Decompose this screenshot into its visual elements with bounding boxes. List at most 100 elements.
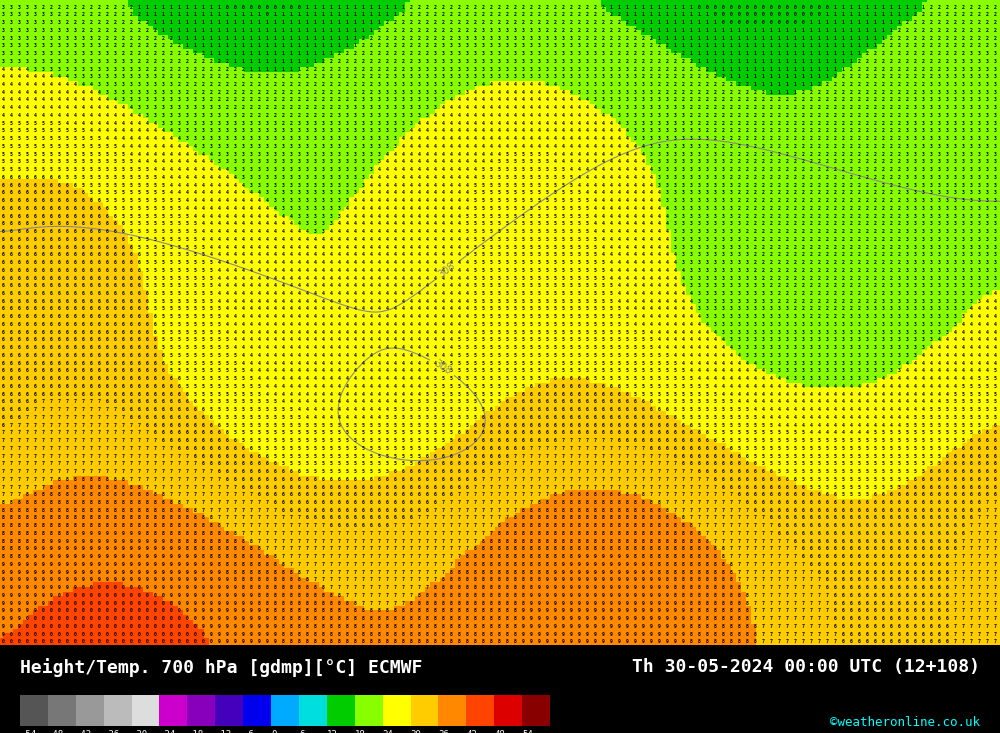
Text: 1: 1 (210, 12, 212, 18)
Text: 6: 6 (522, 407, 524, 412)
Text: 4: 4 (458, 106, 460, 110)
Text: 2: 2 (722, 113, 724, 118)
Text: 0: 0 (271, 730, 276, 733)
Text: 4: 4 (26, 82, 28, 87)
Text: 8: 8 (490, 554, 492, 559)
Text: 2: 2 (802, 213, 804, 218)
Text: 4: 4 (858, 430, 860, 435)
Text: 8: 8 (314, 600, 316, 605)
Text: 8: 8 (722, 570, 724, 575)
Text: 6: 6 (98, 198, 100, 203)
Text: 5: 5 (882, 461, 884, 466)
Text: 4: 4 (378, 345, 380, 350)
Text: 4: 4 (338, 345, 340, 350)
Text: 2: 2 (242, 106, 244, 110)
Text: 8: 8 (514, 585, 516, 590)
Text: 2: 2 (802, 128, 804, 133)
Text: 2: 2 (274, 113, 276, 118)
Text: 0: 0 (106, 624, 108, 629)
Text: 6: 6 (826, 500, 828, 505)
Text: 5: 5 (954, 430, 956, 435)
Text: 9: 9 (602, 585, 604, 590)
Text: 3: 3 (298, 128, 300, 133)
Text: 0: 0 (698, 4, 700, 10)
Text: 4: 4 (154, 128, 156, 133)
Text: 6: 6 (418, 476, 420, 482)
Text: 2: 2 (386, 67, 388, 72)
Text: 3: 3 (10, 51, 12, 56)
Text: 6: 6 (34, 252, 36, 257)
Text: 3: 3 (354, 159, 356, 164)
Text: 3: 3 (666, 175, 668, 180)
Text: 4: 4 (330, 314, 332, 319)
Text: 5: 5 (714, 399, 716, 405)
Text: 5: 5 (578, 229, 580, 234)
Text: 3: 3 (610, 106, 612, 110)
Text: 6: 6 (10, 415, 12, 420)
Text: 1: 1 (842, 20, 844, 25)
Text: 8: 8 (434, 616, 436, 621)
Text: 3: 3 (298, 152, 300, 157)
Text: 5: 5 (906, 469, 908, 474)
Text: 6: 6 (810, 562, 812, 567)
Text: 5: 5 (858, 454, 860, 459)
Text: 2: 2 (858, 260, 860, 265)
Text: 2: 2 (826, 276, 828, 281)
Text: 2: 2 (330, 67, 332, 72)
Text: 3: 3 (658, 175, 660, 180)
Text: 8: 8 (466, 554, 468, 559)
Text: 3: 3 (922, 337, 924, 342)
Text: 5: 5 (450, 369, 452, 373)
Text: 3: 3 (298, 144, 300, 149)
Text: 6: 6 (610, 407, 612, 412)
Text: 3: 3 (474, 82, 476, 87)
Text: 7: 7 (226, 508, 228, 512)
Text: 1: 1 (738, 43, 740, 48)
Text: 6: 6 (2, 283, 4, 288)
Text: 2: 2 (194, 82, 196, 87)
Text: 8: 8 (82, 523, 84, 528)
Text: 3: 3 (202, 97, 204, 103)
Text: 3: 3 (946, 206, 948, 211)
Text: 5: 5 (722, 438, 724, 443)
Text: 8: 8 (474, 570, 476, 575)
Text: 6: 6 (562, 407, 564, 412)
Text: 7: 7 (738, 578, 740, 583)
Text: 3: 3 (922, 198, 924, 203)
Text: 6: 6 (34, 260, 36, 265)
Text: 4: 4 (314, 283, 316, 288)
Text: 2: 2 (770, 237, 772, 242)
Text: 5: 5 (90, 167, 92, 172)
Text: 6: 6 (114, 245, 116, 249)
Text: 3: 3 (706, 314, 708, 319)
Text: 9: 9 (682, 639, 684, 644)
Text: 9: 9 (154, 570, 156, 575)
Text: 6: 6 (882, 546, 884, 551)
Text: 7: 7 (106, 461, 108, 466)
Text: 3: 3 (778, 314, 780, 319)
Text: 4: 4 (514, 89, 516, 95)
Text: 7: 7 (602, 469, 604, 474)
Text: 4: 4 (282, 369, 284, 373)
Text: 3: 3 (34, 51, 36, 56)
Text: 5: 5 (162, 306, 164, 312)
Text: 5: 5 (562, 314, 564, 319)
Text: 6: 6 (178, 399, 180, 405)
Text: 7: 7 (130, 423, 132, 427)
Text: 3: 3 (954, 198, 956, 203)
Text: 6: 6 (50, 213, 52, 218)
Text: 4: 4 (434, 260, 436, 265)
Text: 5: 5 (586, 245, 588, 249)
Text: 5: 5 (802, 446, 804, 451)
Text: 5: 5 (18, 152, 20, 157)
Text: 4: 4 (450, 237, 452, 242)
Text: 5: 5 (506, 206, 508, 211)
Text: 3: 3 (690, 206, 692, 211)
Text: 4: 4 (418, 384, 420, 389)
Text: 4: 4 (154, 136, 156, 141)
Text: 3: 3 (434, 97, 436, 103)
Text: 8: 8 (194, 523, 196, 528)
Text: 3: 3 (458, 82, 460, 87)
Text: 6: 6 (274, 476, 276, 482)
Text: 5: 5 (482, 345, 484, 350)
